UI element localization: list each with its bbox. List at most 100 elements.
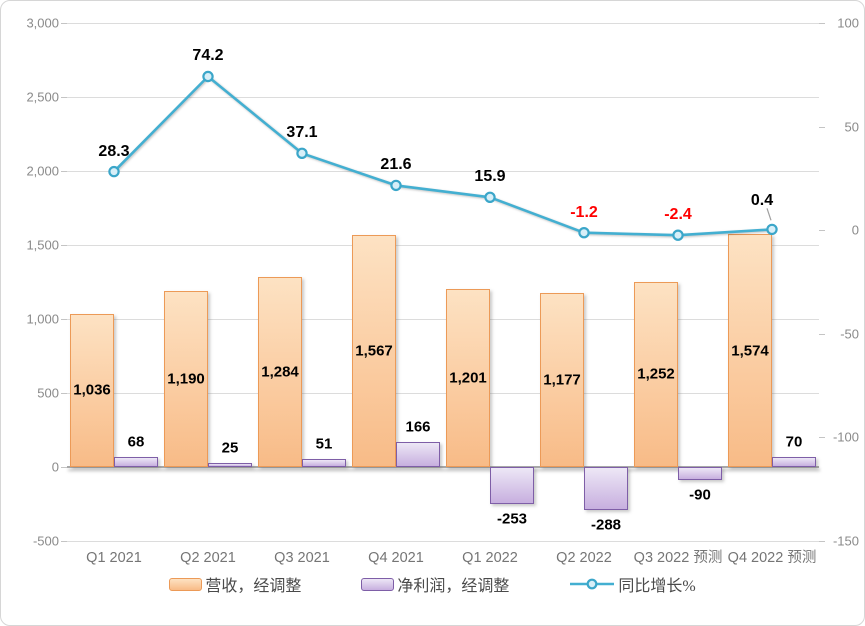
gridline: [67, 245, 819, 246]
yoy-growth-value-label: 28.3: [98, 142, 130, 160]
left-axis-tick: [61, 245, 67, 246]
revenue-bar: [352, 235, 396, 467]
revenue-bar-value-label: 1,567: [355, 342, 393, 360]
yoy-growth-marker: [390, 179, 402, 192]
legend: 营收，经调整 净利润，经调整 同比增长%: [1, 572, 864, 596]
gridline: [67, 171, 819, 172]
right-axis-tick: [819, 333, 825, 335]
revenue-bar: [728, 234, 772, 467]
right-axis-tick-label: -50: [840, 326, 859, 342]
left-axis-tick: [61, 97, 67, 98]
left-axis-tick: [61, 467, 67, 468]
category-label: Q2 2021: [180, 549, 236, 566]
right-axis-tick-label: -100: [832, 429, 859, 445]
net-profit-bar-value-label: 166: [405, 418, 431, 436]
left-axis-tick: [61, 541, 67, 542]
revenue-bar-value-label: 1,177: [543, 371, 581, 389]
left-axis-tick-label: 0: [51, 459, 59, 475]
left-axis-tick: [61, 171, 67, 172]
right-axis-tick-label: 0: [851, 222, 859, 238]
yoy-growth-value-label: 15.9: [474, 168, 506, 186]
gridline: [67, 393, 819, 394]
net-profit-bar-value-label: -253: [496, 510, 528, 528]
net-profit-bar: [772, 456, 816, 467]
label-leader-line: [766, 208, 772, 221]
net-profit-bar-value-label: 25: [221, 439, 239, 457]
left-axis-tick-label: 2,000: [26, 163, 59, 179]
yoy-growth-value-label: -1.2: [570, 203, 598, 221]
legend-label-yoy-growth: 同比增长%: [618, 578, 696, 595]
legend-label-revenue: 营收，经调整: [205, 578, 302, 595]
net-profit-bar-value-label: 51: [315, 435, 333, 453]
yoy-growth-value-label: 21.6: [380, 156, 412, 174]
legend-label-net-profit: 净利润，经调整: [397, 578, 510, 595]
right-axis-tick: [819, 126, 825, 128]
legend-item-yoy-growth: 同比增长%: [569, 572, 696, 596]
net-profit-bar: [678, 467, 722, 481]
right-axis-tick: [819, 23, 825, 24]
gridline: [67, 23, 819, 24]
right-axis-tick-label: 50: [844, 119, 859, 135]
left-axis-tick-label: 500: [37, 385, 59, 401]
revenue-bar-value-label: 1,252: [637, 365, 675, 383]
right-axis-tick: [819, 230, 825, 232]
left-axis-tick-label: 1,000: [26, 311, 59, 327]
yoy-growth-marker: [672, 229, 684, 241]
left-axis-tick: [61, 23, 67, 24]
net-profit-swatch-icon: [361, 577, 395, 591]
revenue-bar-value-label: 1,201: [449, 369, 487, 387]
revenue-bar-value-label: 1,284: [261, 363, 299, 381]
net-profit-bar: [208, 463, 252, 467]
revenue-bar-value-label: 1,574: [731, 342, 769, 360]
net-profit-bar: [302, 459, 346, 467]
gridline: [67, 97, 819, 98]
net-profit-bar: [396, 442, 440, 467]
category-label: Q1 2021: [86, 549, 142, 566]
net-profit-bar: [114, 456, 158, 467]
category-label: Q1 2022: [462, 549, 518, 566]
revenue-swatch-icon: [169, 577, 203, 591]
net-profit-bar: [584, 467, 628, 510]
revenue-bar: [164, 290, 208, 467]
category-label: Q3 2022 预测: [633, 549, 723, 566]
revenue-bar-value-label: 1,036: [73, 381, 111, 399]
revenue-bar-value-label: 1,190: [167, 370, 205, 388]
left-axis-tick-label: 1,500: [26, 237, 59, 253]
net-profit-bar: [490, 467, 534, 505]
legend-item-revenue: 营收，经调整: [169, 572, 301, 596]
revenue-bar: [540, 292, 584, 467]
net-profit-bar-value-label: 68: [127, 433, 145, 451]
right-axis-tick: [819, 437, 825, 439]
yoy-growth-marker: [578, 226, 590, 239]
yoy-growth-marker: [766, 223, 778, 236]
net-profit-bar-value-label: -90: [689, 486, 711, 504]
left-axis-tick-label: -500: [32, 533, 59, 549]
legend-item-net-profit: 净利润，经调整: [361, 572, 509, 596]
revenue-bar: [446, 289, 490, 467]
yoy-growth-value-label: -2.4: [664, 206, 692, 224]
yoy-growth-value-label: 74.2: [192, 47, 224, 65]
revenue-bar: [70, 313, 114, 467]
net-profit-bar-value-label: -288: [590, 516, 622, 534]
right-axis-tick-label: 100: [837, 15, 859, 31]
revenue-bar: [258, 276, 302, 467]
category-axis-line: [67, 466, 819, 468]
left-axis-tick: [61, 319, 67, 320]
left-axis-tick-label: 3,000: [26, 15, 59, 31]
right-axis-tick: [819, 541, 825, 542]
gridline: [67, 319, 819, 320]
right-axis-tick-label: -150: [832, 533, 859, 549]
revenue-bar: [634, 281, 678, 467]
left-axis-tick-label: 2,500: [26, 89, 59, 105]
yoy-growth-marker: [202, 70, 214, 83]
line-marker-swatch-icon: [570, 578, 615, 590]
net-profit-bar-value-label: 70: [785, 433, 803, 451]
left-axis-tick: [61, 393, 67, 394]
gridline: [67, 541, 819, 542]
yoy-growth-marker: [296, 147, 308, 159]
yoy-growth-marker: [484, 191, 496, 203]
yoy-growth-value-label: 37.1: [286, 124, 318, 142]
category-label: Q3 2021: [274, 549, 330, 566]
category-label: Q4 2022 预测: [727, 549, 817, 566]
